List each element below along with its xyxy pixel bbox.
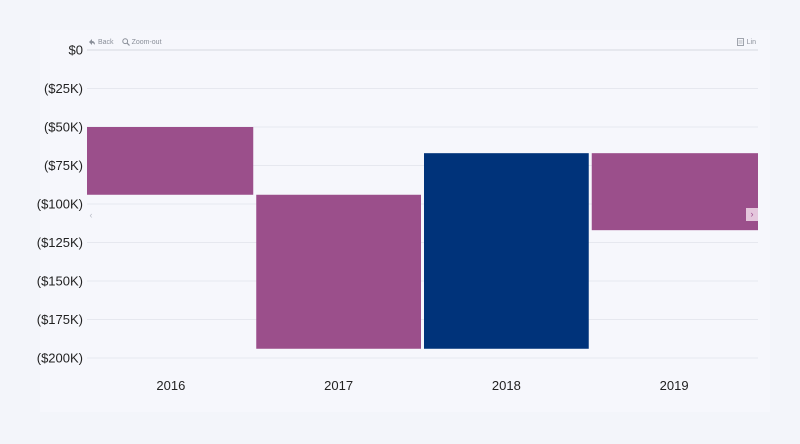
lin-label: Lin xyxy=(746,38,756,46)
zoom-out-label: Zoom-out xyxy=(131,38,162,46)
back-arrow-icon xyxy=(89,39,95,45)
chart-toolbar: Back Zoom-out xyxy=(88,36,162,48)
bars xyxy=(87,127,758,349)
x-tick-label: 2017 xyxy=(324,378,353,393)
y-tick-label: ($150K) xyxy=(37,274,83,289)
y-tick-label: ($25K) xyxy=(44,81,83,96)
y-tick-label: ($75K) xyxy=(44,158,83,173)
bar-2019[interactable] xyxy=(591,153,758,231)
x-tick-label: 2019 xyxy=(660,378,689,393)
lin-toggle-button[interactable]: Lin xyxy=(736,36,756,48)
bar-2018[interactable] xyxy=(424,153,589,349)
x-tick-label: 2016 xyxy=(156,378,185,393)
bar-2016[interactable] xyxy=(87,127,254,195)
bar-2017[interactable] xyxy=(256,194,421,349)
y-tick-label: ($200K) xyxy=(37,351,83,366)
y-axis-ticks: $0 ($25K) ($50K) ($75K) ($100K) ($125K) ($150K… xyxy=(37,43,83,366)
scale-toggle-icon xyxy=(736,38,744,46)
back-button[interactable]: Back xyxy=(88,38,114,46)
zoom-out-button[interactable]: Zoom-out xyxy=(121,38,162,46)
y-tick-label: ($50K) xyxy=(44,120,83,135)
back-label: Back xyxy=(98,38,114,46)
x-axis-ticks: 2016 2017 2018 2019 xyxy=(156,378,688,393)
magnifier-icon xyxy=(121,38,130,46)
y-tick-label: ($100K) xyxy=(37,197,83,212)
y-tick-label: $0 xyxy=(69,43,83,58)
y-tick-label: ($175K) xyxy=(37,312,83,327)
scroll-right-button[interactable]: › xyxy=(746,208,758,221)
x-tick-label: 2018 xyxy=(492,378,521,393)
y-tick-label: ($125K) xyxy=(37,235,83,250)
scroll-left-button[interactable]: ‹ xyxy=(89,210,93,220)
